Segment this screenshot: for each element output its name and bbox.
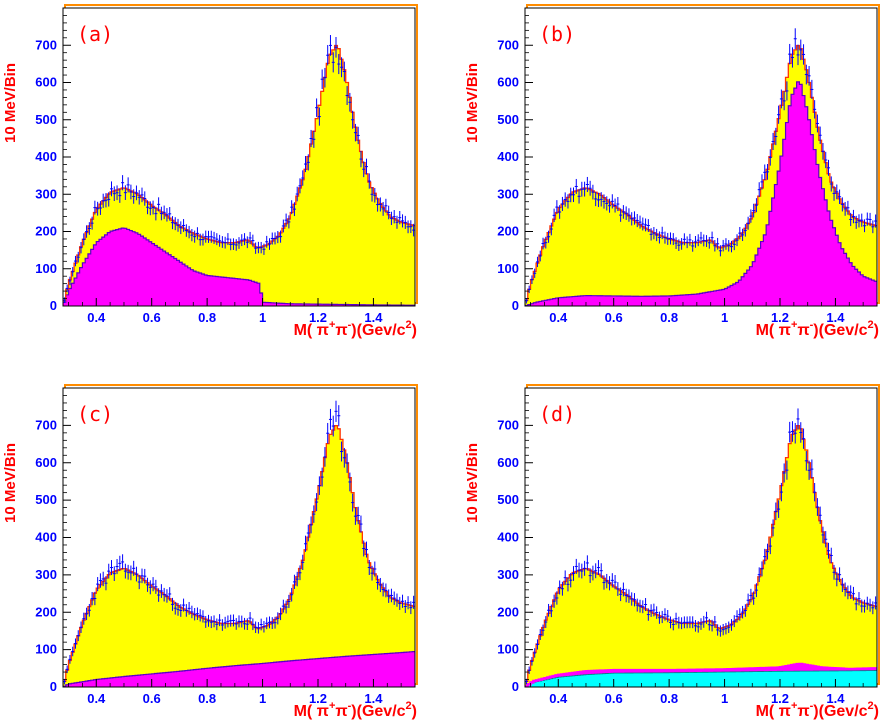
component-outline bbox=[63, 227, 415, 306]
y-tick-label: 0 bbox=[512, 679, 519, 694]
y-tick-label: 200 bbox=[35, 224, 57, 239]
y-tick-label: 400 bbox=[497, 530, 519, 545]
x-axis-label: M( π+π-)(Gev/c2) bbox=[756, 700, 879, 720]
y-tick-label: 700 bbox=[35, 417, 57, 432]
x-tick-label: 0.6 bbox=[605, 691, 623, 706]
y-tick-label: 300 bbox=[35, 186, 57, 201]
x-axis-label: M( π+π-)(Gev/c2) bbox=[756, 319, 879, 339]
x-tick-label: 0.8 bbox=[198, 691, 216, 706]
x-tick-label: 0.6 bbox=[143, 310, 161, 325]
x-tick-label: 1.2 bbox=[771, 310, 789, 325]
y-tick-label: 400 bbox=[35, 530, 57, 545]
x-tick-label: 0.6 bbox=[605, 310, 623, 325]
chart-panel-1: 0 100 200 300 400 500 600 700 0.4 0.6 0.8 1 1.2 1.4 10… bbox=[464, 4, 880, 339]
y-tick-label: 500 bbox=[497, 492, 519, 507]
y-tick-label: 600 bbox=[35, 455, 57, 470]
y-tick-label: 200 bbox=[497, 224, 519, 239]
x-tick-label: 0.6 bbox=[143, 691, 161, 706]
x-tick-label: 1 bbox=[721, 310, 728, 325]
background-area bbox=[525, 670, 877, 687]
x-tick-label: 1 bbox=[259, 691, 266, 706]
x-tick-label: 0.4 bbox=[87, 310, 106, 325]
panel-label: (a) bbox=[77, 22, 113, 46]
chart-panel-3: 0 100 200 300 400 500 600 700 0.4 0.6 0.8 1 1.2 1.4 10… bbox=[464, 384, 880, 720]
y-axis-label: 10 MeV/Bin bbox=[2, 63, 19, 143]
y-axis-label: 10 MeV/Bin bbox=[464, 443, 481, 523]
total-fit-area bbox=[63, 45, 415, 306]
x-tick-label: 1 bbox=[721, 691, 728, 706]
x-tick-label: 1 bbox=[259, 310, 266, 325]
y-tick-label: 700 bbox=[497, 37, 519, 52]
component-area bbox=[63, 651, 415, 687]
y-tick-label: 0 bbox=[512, 298, 519, 313]
component-outline bbox=[63, 651, 415, 687]
x-tick-label: 0.8 bbox=[660, 310, 678, 325]
y-tick-label: 200 bbox=[497, 604, 519, 619]
y-tick-label: 100 bbox=[35, 261, 57, 276]
y-tick-label: 0 bbox=[50, 679, 57, 694]
y-tick-label: 600 bbox=[497, 75, 519, 90]
x-tick-label: 1.4 bbox=[826, 310, 845, 325]
y-tick-label: 500 bbox=[35, 112, 57, 127]
component-top bbox=[525, 662, 877, 688]
y-tick-label: 700 bbox=[497, 417, 519, 432]
x-tick-label: 1.2 bbox=[309, 310, 327, 325]
x-axis-label: M( π+π-)(Gev/c2) bbox=[294, 700, 417, 720]
y-tick-label: 700 bbox=[35, 37, 57, 52]
total-fit-area bbox=[525, 425, 877, 687]
y-tick-label: 500 bbox=[35, 492, 57, 507]
x-tick-label: 0.4 bbox=[549, 310, 568, 325]
x-tick-label: 0.8 bbox=[660, 691, 678, 706]
y-tick-label: 100 bbox=[497, 642, 519, 657]
y-axis-label: 10 MeV/Bin bbox=[464, 63, 481, 143]
component-area bbox=[63, 228, 415, 306]
y-tick-label: 600 bbox=[35, 75, 57, 90]
component-area bbox=[525, 81, 877, 306]
y-tick-label: 600 bbox=[497, 455, 519, 470]
y-tick-label: 300 bbox=[497, 567, 519, 582]
component-outline bbox=[525, 81, 877, 307]
x-tick-label: 1.2 bbox=[309, 691, 327, 706]
x-tick-label: 1.4 bbox=[364, 310, 383, 325]
y-tick-label: 100 bbox=[497, 261, 519, 276]
y-tick-label: 100 bbox=[35, 642, 57, 657]
y-tick-label: 400 bbox=[497, 149, 519, 164]
x-tick-label: 1.4 bbox=[826, 691, 845, 706]
x-tick-label: 1.2 bbox=[771, 691, 789, 706]
y-tick-label: 0 bbox=[50, 298, 57, 313]
x-tick-label: 1.4 bbox=[364, 691, 383, 706]
y-tick-label: 300 bbox=[497, 186, 519, 201]
x-tick-label: 0.4 bbox=[549, 691, 568, 706]
y-tick-label: 500 bbox=[497, 112, 519, 127]
background-outline bbox=[525, 670, 877, 687]
y-tick-label: 200 bbox=[35, 604, 57, 619]
panel-label: (c) bbox=[77, 402, 113, 426]
y-axis-label: 10 MeV/Bin bbox=[2, 443, 19, 523]
panel-label: (d) bbox=[539, 402, 575, 426]
x-tick-label: 0.8 bbox=[198, 310, 216, 325]
total-fit-area bbox=[63, 425, 415, 687]
y-tick-label: 400 bbox=[35, 149, 57, 164]
panel-label: (b) bbox=[539, 22, 575, 46]
chart-panel-0: 0 100 200 300 400 500 600 700 0.4 0.6 0.8 1 1.2 1.4 10… bbox=[2, 4, 418, 339]
y-tick-label: 300 bbox=[35, 567, 57, 582]
chart-panel-2: 0 100 200 300 400 500 600 700 0.4 0.6 0.8 1 1.2 1.4 10… bbox=[2, 384, 418, 720]
x-axis-label: M( π+π-)(Gev/c2) bbox=[294, 319, 417, 339]
x-tick-label: 0.4 bbox=[87, 691, 106, 706]
